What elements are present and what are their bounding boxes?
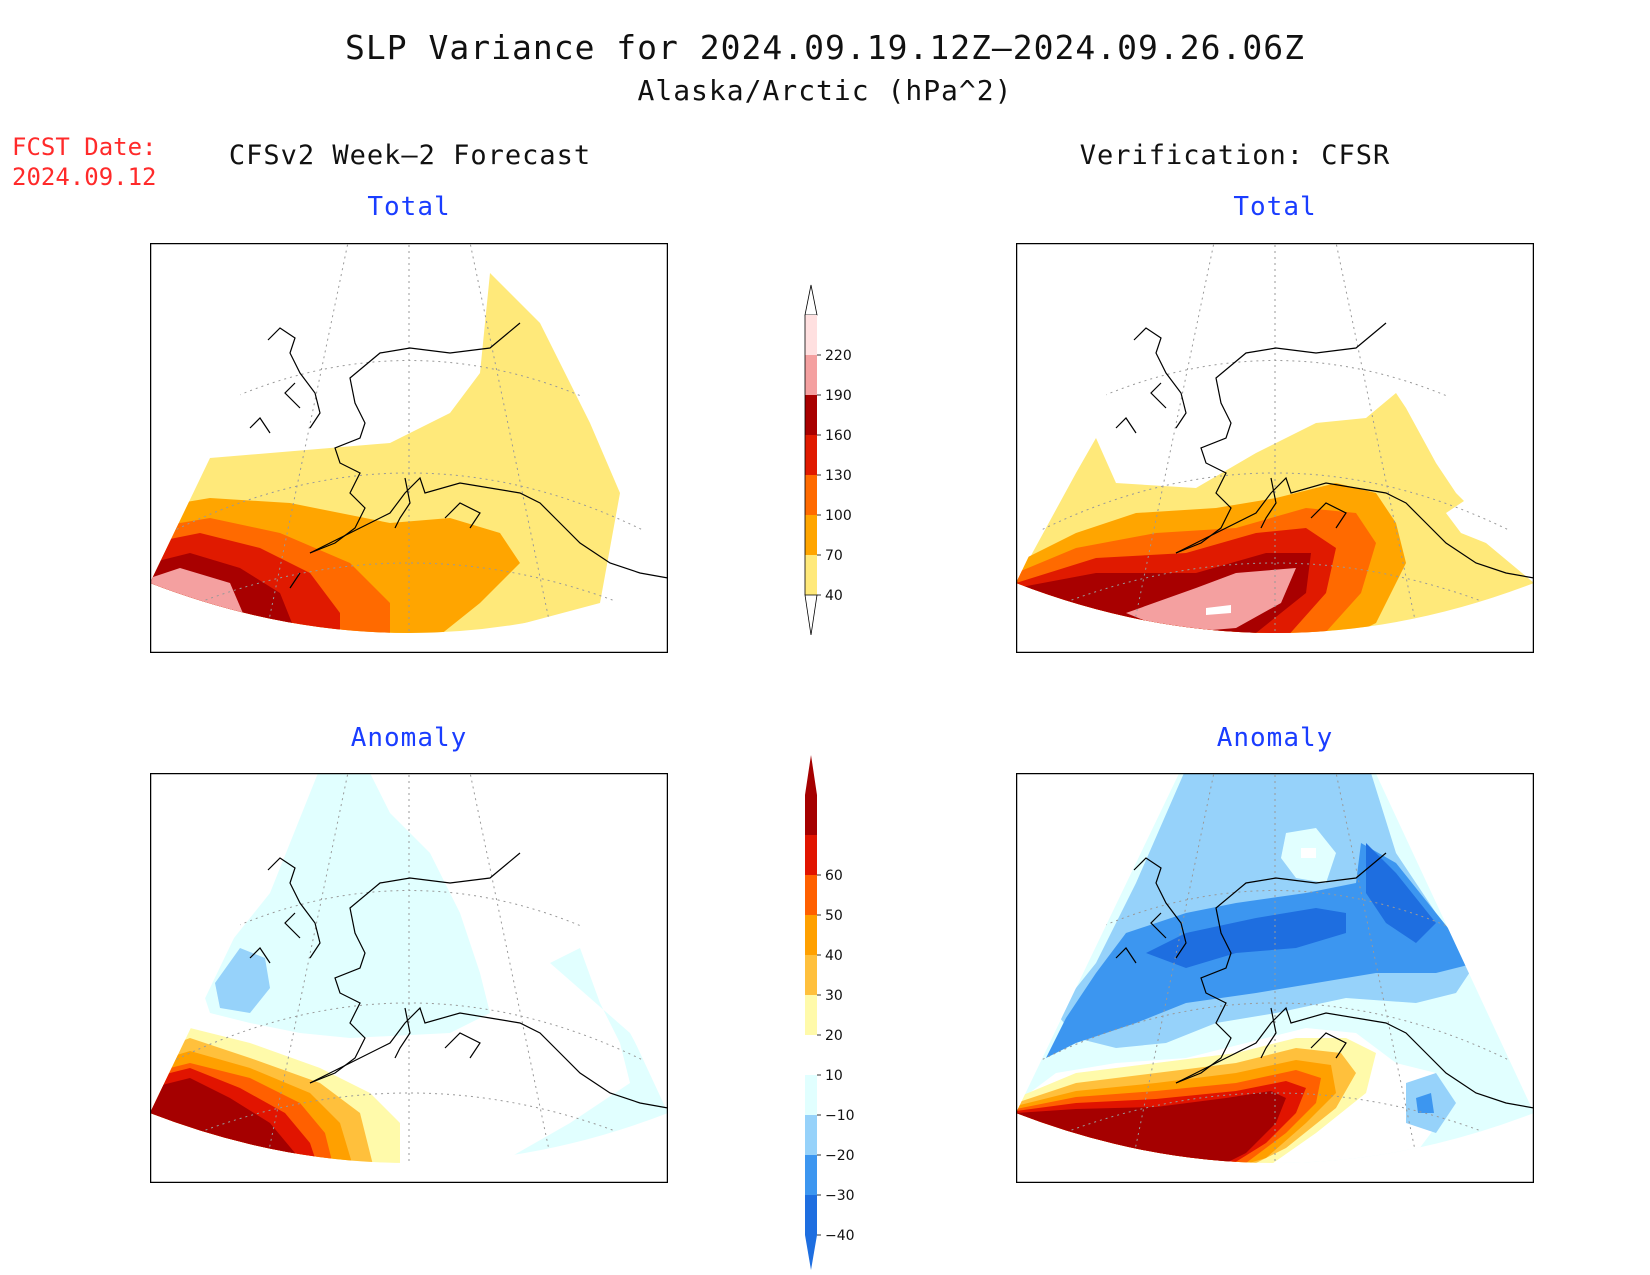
main-title: SLP Variance for 2024.09.19.12Z–2024.09.… (345, 28, 1305, 67)
alaska-coastline (249, 322, 668, 589)
colorbar-swatch (805, 515, 817, 555)
colorbar-swatch (805, 915, 817, 955)
colorbar-swatch (805, 395, 817, 435)
colorbar-tick-label: 160 (825, 428, 852, 444)
subtitle: Alaska/Arctic (hPa^2) (637, 74, 1013, 107)
total-colorbar: 40 70 100 130 160 190 220 (800, 284, 870, 636)
colorbar-swatch (805, 315, 817, 355)
colorbar-tick-label: 10 (825, 1068, 843, 1084)
colorbar-tick-label: 220 (825, 348, 852, 364)
colorbar-bottom-arrow (805, 1235, 817, 1270)
colorbar-tick-label: 60 (825, 868, 843, 884)
colorbar-swatch (805, 555, 817, 595)
forecast-anomaly-label: Anomaly (350, 723, 468, 753)
colorbar-tick-label: 20 (825, 1028, 843, 1044)
colorbar-tick-label: 50 (825, 908, 843, 924)
colorbar-swatch (805, 1195, 817, 1235)
colorbar-swatch (805, 995, 817, 1035)
verification-anomaly-map (1016, 773, 1534, 1183)
colorbar-swatch (805, 475, 817, 515)
alaska-coastline (1115, 852, 1534, 1109)
colorbar-tick-label: 40 (825, 588, 843, 604)
forecast-date-block: FCST Date: 2024.09.12 (12, 132, 157, 192)
colorbar-top-arrow (805, 755, 817, 795)
colorbar-swatch (805, 1035, 817, 1075)
verification-total-map (1016, 243, 1534, 653)
verification-total-label: Total (1233, 192, 1317, 222)
forecast-total-label: Total (367, 192, 451, 222)
alaska-coastline (249, 852, 668, 1109)
colorbar-tick-label: −20 (825, 1148, 855, 1164)
colorbar-tick-label: 30 (825, 988, 843, 1004)
verification-anomaly-graticule (1016, 773, 1534, 1163)
forecast-total-shading (150, 273, 620, 633)
colorbar-swatch (805, 1155, 817, 1195)
panel-frame (1016, 773, 1534, 1183)
verification-anomaly-label: Anomaly (1216, 723, 1334, 753)
colorbar-tick-label: 130 (825, 468, 852, 484)
colorbar-swatch (805, 1075, 817, 1115)
colorbar-tick-label: 70 (825, 548, 843, 564)
colorbar-swatch (805, 795, 817, 835)
colorbar-tick-label: 40 (825, 948, 843, 964)
panel-frame (150, 773, 668, 1183)
anomaly-colorbar: −40 −30 −20 −10 10 20 30 40 50 60 (800, 755, 870, 1270)
colorbar-swatch (805, 835, 817, 875)
colorbar-bottom-arrow (804, 594, 818, 636)
verification-column-heading: Verification: CFSR (1079, 140, 1391, 171)
colorbar-tick-label: −10 (825, 1108, 855, 1124)
forecast-total-graticule (150, 243, 668, 633)
forecast-total-map (150, 243, 668, 653)
colorbar-tick-label: 190 (825, 388, 852, 404)
colorbar-tick-label: −40 (825, 1228, 855, 1244)
panel-frame (150, 243, 668, 653)
alaska-coastline (1115, 322, 1534, 579)
colorbar-tick-label: 100 (825, 508, 852, 524)
colorbar-tick-label: −30 (825, 1188, 855, 1204)
forecast-column-heading: CFSv2 Week–2 Forecast (228, 140, 592, 171)
verification-total-graticule (1016, 243, 1534, 633)
colorbar-swatch (805, 355, 817, 395)
colorbar-top-arrow (804, 284, 818, 316)
panel-frame (1016, 243, 1534, 653)
forecast-date-label: FCST Date: (12, 133, 157, 161)
colorbar-swatch (805, 435, 817, 475)
colorbar-swatch (805, 875, 817, 915)
colorbar-swatch (805, 1115, 817, 1155)
verification-anomaly-shading (1016, 773, 1534, 1163)
forecast-anomaly-map (150, 773, 668, 1183)
forecast-anomaly-graticule (150, 773, 668, 1163)
forecast-date-value: 2024.09.12 (12, 163, 157, 191)
colorbar-swatch (805, 955, 817, 995)
